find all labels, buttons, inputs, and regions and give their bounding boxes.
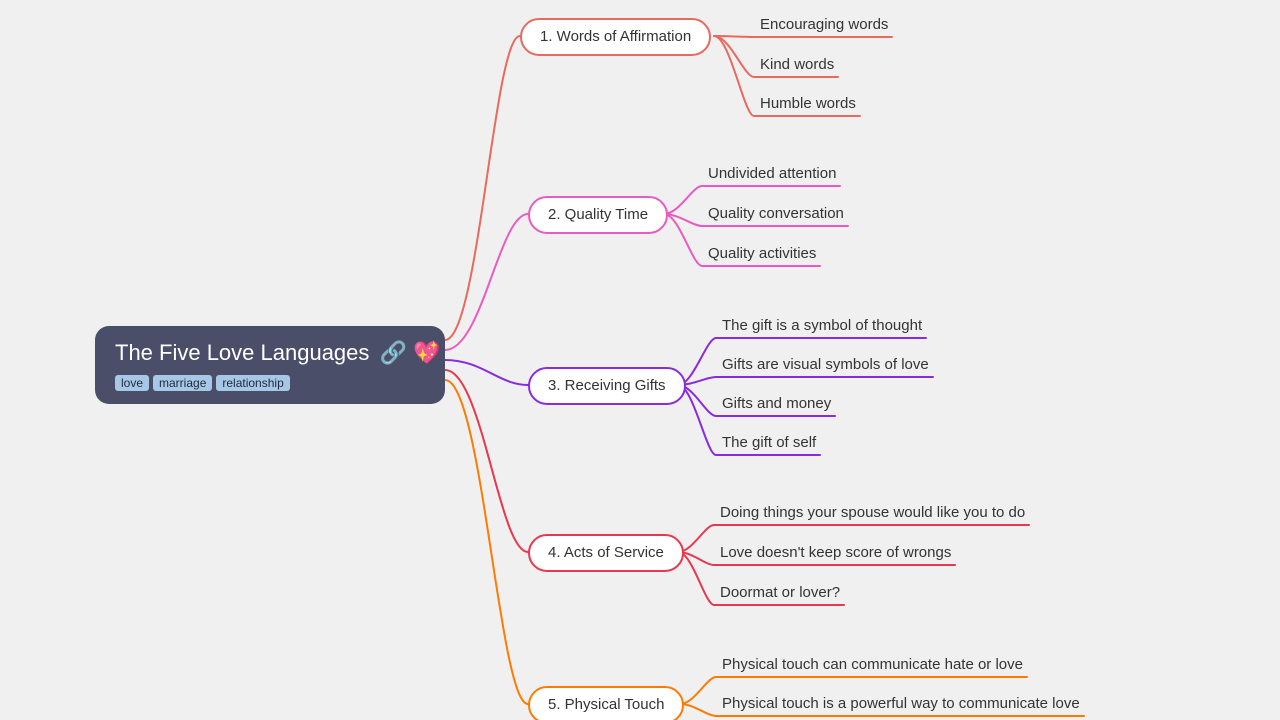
branch-node[interactable]: 3. Receiving Gifts (528, 367, 686, 405)
leaf-node[interactable]: Love doesn't keep score of wrongs (720, 544, 951, 562)
leaf-node[interactable]: Gifts are visual symbols of love (722, 356, 929, 374)
leaf-node[interactable]: Gifts and money (722, 395, 831, 413)
leaf-node[interactable]: Quality activities (708, 245, 816, 263)
root-title: The Five Love Languages 🔗 💖 (115, 340, 425, 366)
leaf-node[interactable]: Humble words (760, 95, 856, 113)
leaf-node[interactable]: Physical touch can communicate hate or l… (722, 656, 1023, 674)
leaf-node[interactable]: Undivided attention (708, 165, 836, 183)
leaf-node[interactable]: Doing things your spouse would like you … (720, 504, 1025, 522)
link-icon[interactable]: 🔗 (380, 340, 407, 365)
leaf-node[interactable]: Kind words (760, 56, 834, 74)
leaf-node[interactable]: Encouraging words (760, 16, 888, 34)
leaf-node[interactable]: Quality conversation (708, 205, 844, 223)
branch-node[interactable]: 4. Acts of Service (528, 534, 684, 572)
root-title-text: The Five Love Languages (115, 340, 369, 365)
root-tag[interactable]: marriage (153, 375, 212, 391)
sparkle-heart-icon: 💖 (413, 340, 440, 365)
branch-node[interactable]: 2. Quality Time (528, 196, 668, 234)
root-tags: lovemarriagerelationship (115, 374, 425, 392)
leaf-node[interactable]: The gift is a symbol of thought (722, 317, 922, 335)
branch-node[interactable]: 1. Words of Affirmation (520, 18, 711, 56)
root-tag[interactable]: love (115, 375, 149, 391)
leaf-node[interactable]: Physical touch is a powerful way to comm… (722, 695, 1080, 713)
leaf-node[interactable]: The gift of self (722, 434, 816, 452)
root-node[interactable]: The Five Love Languages 🔗 💖 lovemarriage… (95, 326, 445, 404)
branch-node[interactable]: 5. Physical Touch (528, 686, 684, 720)
mindmap-canvas: The Five Love Languages 🔗 💖 lovemarriage… (0, 0, 1280, 720)
leaf-node[interactable]: Doormat or lover? (720, 584, 840, 602)
root-tag[interactable]: relationship (216, 375, 289, 391)
